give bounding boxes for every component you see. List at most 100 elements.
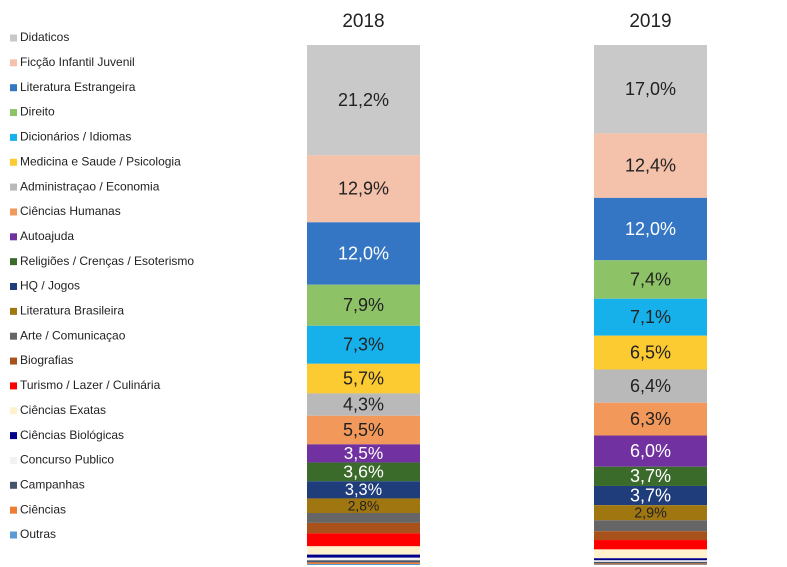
data-label: 21,2% (338, 90, 389, 110)
bar-segment (594, 558, 707, 561)
data-label: 7,9% (343, 295, 384, 315)
data-label: 4,3% (343, 394, 384, 414)
legend-swatch (10, 456, 17, 464)
data-label: 5,7% (343, 368, 384, 388)
bar-segment (307, 557, 420, 561)
legend-label: Ficção Infantil Juvenil (20, 55, 135, 69)
bar-segment (307, 522, 420, 534)
legend-swatch (10, 133, 17, 141)
bar-segment (594, 563, 707, 565)
bar-segment (307, 546, 420, 555)
legend-swatch (10, 258, 17, 266)
bar-segment (307, 554, 420, 558)
data-label: 7,4% (630, 269, 671, 289)
bar-segment (594, 540, 707, 550)
legend-label: Autoajuda (20, 229, 74, 243)
data-label: 6,4% (630, 376, 671, 396)
data-label: 3,7% (630, 485, 671, 505)
category-label: 2019 (629, 11, 671, 32)
bar-segment (307, 415, 420, 445)
legend-swatch (10, 332, 17, 340)
legend-swatch (10, 407, 17, 415)
bar-segment (307, 560, 420, 563)
bar-segment (307, 462, 420, 482)
legend-label: Outras (20, 527, 56, 541)
bar-segment (307, 533, 420, 547)
category-label: 2018 (342, 11, 384, 32)
bar-segment (594, 564, 707, 565)
bar-segment (594, 402, 707, 436)
data-label: 3,7% (630, 466, 671, 486)
bar-segment (594, 335, 707, 370)
legend-label: Didaticos (20, 30, 69, 44)
data-label: 6,3% (630, 409, 671, 429)
legend-label: Literatura Brasileira (20, 304, 124, 318)
legend-swatch (10, 481, 17, 489)
legend-label: Ciências Humanas (20, 204, 121, 218)
legend-label: Campanhas (20, 477, 85, 491)
bar-segment (594, 435, 707, 467)
legend-label: Ciências Exatas (20, 403, 106, 417)
bar-segment (594, 45, 707, 134)
legend-swatch (10, 84, 17, 92)
bar-segment (307, 498, 420, 513)
bar-segment (307, 284, 420, 326)
bar-segment (307, 562, 420, 564)
bar-segment (307, 393, 420, 416)
legend-label: HQ / Jogos (20, 279, 80, 293)
legend-label: Administraçao / Economia (20, 179, 160, 193)
legend-label: Direito (20, 105, 55, 119)
bar-segment (307, 155, 420, 223)
legend-label: Arte / Comunicaçao (20, 328, 126, 342)
legend-swatch (10, 506, 17, 514)
bar-segment (307, 481, 420, 499)
legend-label: Dicionários / Idiomas (20, 130, 131, 144)
legend-swatch (10, 357, 17, 365)
data-label: 5,5% (343, 420, 384, 440)
legend-swatch (10, 59, 17, 67)
bar-segment (594, 561, 707, 564)
bar-segment (307, 563, 420, 565)
data-label: 3,6% (343, 462, 384, 482)
bar-segment (307, 325, 420, 364)
data-label: 7,1% (630, 307, 671, 327)
bar-segment (594, 505, 707, 521)
data-label: 2,8% (348, 497, 380, 513)
data-label: 7,3% (343, 335, 384, 355)
legend-swatch (10, 34, 17, 42)
legend-swatch (10, 283, 17, 290)
legend-swatch (10, 183, 17, 191)
data-label: 2,9% (634, 506, 667, 522)
bar-segment (307, 222, 420, 285)
data-label: 6,0% (630, 441, 671, 461)
data-label: 17,0% (625, 79, 676, 99)
legend-swatch (10, 233, 17, 241)
legend-label: Turismo / Lazer / Culinária (20, 378, 161, 392)
bar-segment (594, 260, 707, 299)
legend-swatch (10, 208, 17, 216)
data-label: 6,5% (630, 342, 671, 362)
legend-label: Ciências (20, 502, 66, 516)
legend-label: Religiões / Crenças / Esoterismo (20, 254, 194, 268)
data-label: 12,0% (625, 219, 676, 239)
legend-label: Ciências Biológicas (20, 428, 124, 442)
data-label: 12,9% (338, 179, 389, 199)
bar-segment (594, 549, 707, 559)
legend-swatch (10, 382, 17, 390)
legend-swatch (10, 432, 17, 440)
legend-swatch (10, 158, 17, 166)
legend-swatch (10, 531, 17, 539)
bar-segment (594, 560, 707, 562)
bar-segment (594, 485, 707, 506)
bar-segment (594, 197, 707, 261)
legend-label: Medicina e Saude / Psicologia (20, 154, 181, 168)
bar-segment (307, 45, 420, 156)
legend-label: Concurso Publico (20, 453, 114, 467)
bar-segment (307, 444, 420, 463)
legend-swatch (10, 307, 17, 315)
bar-segment (594, 466, 707, 486)
bar-segment (594, 531, 707, 541)
bar-segment (594, 298, 707, 336)
legend-label: Literatura Estrangeira (20, 80, 136, 94)
